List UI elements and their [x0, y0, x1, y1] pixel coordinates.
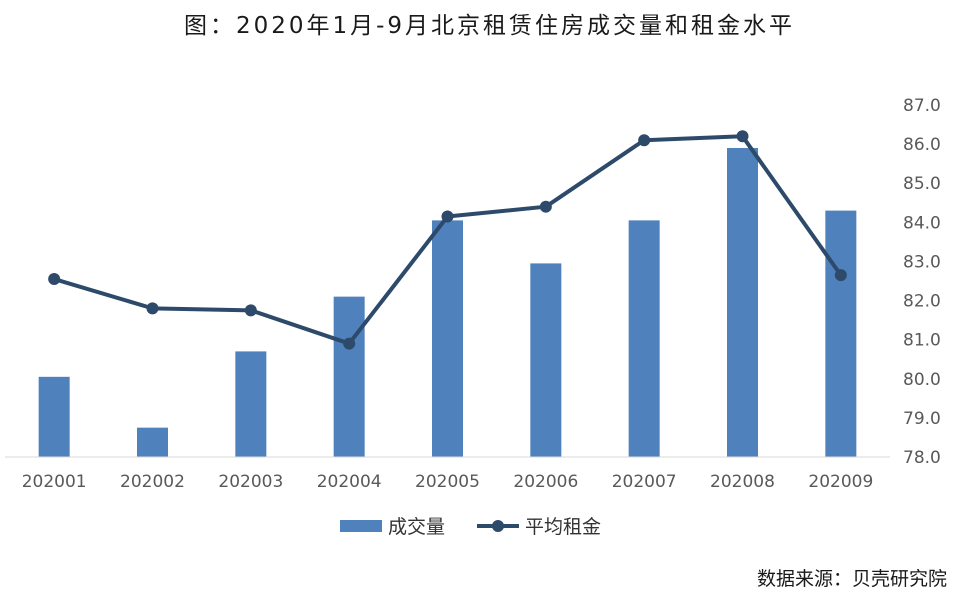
bar-202002	[137, 427, 168, 457]
x-tick-label: 202003	[218, 472, 283, 492]
bar-202004	[333, 296, 365, 457]
legend-label-line: 平均租金	[525, 516, 601, 538]
y-tick-label: 79.0	[903, 409, 941, 429]
y-tick-label: 83.0	[903, 252, 941, 272]
legend-swatch-marker	[492, 520, 504, 532]
line-point-202009	[834, 269, 847, 282]
bar-202001	[38, 376, 70, 457]
x-axis-tick-labels: 202001 202002 202003 202004 202005 202006 2020…	[22, 472, 874, 492]
bar-202009	[825, 210, 857, 457]
y-tick-label: 84.0	[903, 213, 941, 233]
line-point-202003	[244, 304, 257, 317]
legend: 成交量 平均租金	[340, 516, 601, 538]
y-tick-label: 80.0	[903, 370, 941, 390]
legend-label-bar: 成交量	[388, 516, 445, 538]
line-point-202007	[638, 134, 651, 147]
x-tick-label: 202001	[22, 472, 87, 492]
y-tick-label: 81.0	[903, 331, 941, 351]
line-point-202006	[539, 200, 552, 213]
bar-202005	[432, 220, 463, 457]
line-point-202004	[343, 337, 356, 350]
line-point-202002	[146, 302, 159, 315]
line-series	[48, 130, 847, 350]
x-tick-label: 202004	[317, 472, 382, 492]
x-tick-label: 202006	[513, 472, 578, 492]
y-tick-label: 87.0	[903, 96, 941, 116]
line-point-202005	[441, 210, 454, 223]
line-point-202001	[48, 273, 61, 286]
bar-202006	[530, 263, 562, 457]
x-tick-label: 202002	[120, 472, 185, 492]
y-tick-label: 82.0	[903, 292, 941, 312]
bar-series	[38, 148, 857, 457]
source-note: 数据来源：贝壳研究院	[756, 568, 947, 590]
legend-swatch-bar	[340, 520, 382, 532]
y-tick-label: 78.0	[903, 448, 941, 468]
y-axis-tick-labels: 78.0 79.0 80.0 81.0 82.0 83.0 84.0 85.0 86.0 87.0	[903, 96, 941, 468]
y-tick-label: 85.0	[903, 174, 941, 194]
y-tick-label: 86.0	[903, 135, 941, 155]
bar-202003	[235, 351, 267, 457]
x-tick-label: 202007	[612, 472, 677, 492]
x-tick-label: 202008	[710, 472, 775, 492]
bar-202008	[727, 148, 758, 457]
x-tick-label: 202009	[808, 472, 873, 492]
x-tick-label: 202005	[415, 472, 480, 492]
line-point-202008	[736, 130, 749, 143]
chart-title: 图：2020年1月-9月北京租赁住房成交量和租金水平	[183, 13, 796, 39]
bar-202007	[628, 220, 660, 457]
